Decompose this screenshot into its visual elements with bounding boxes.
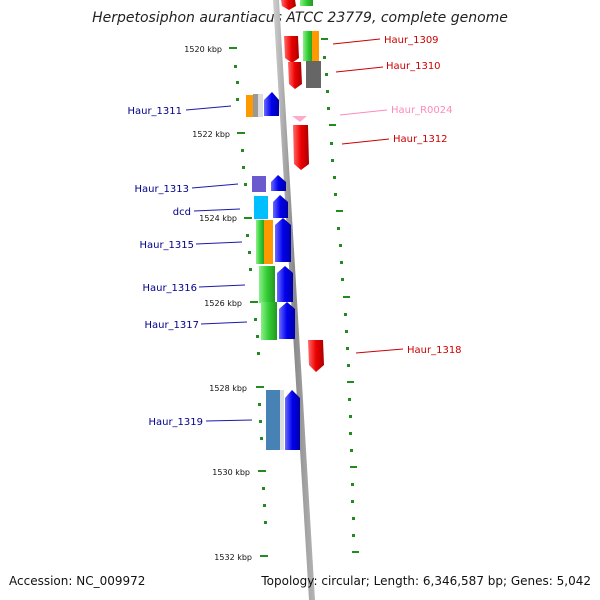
gene-haur-1317-arrow[interactable] — [279, 302, 295, 339]
domain-block-haur-1316-green — [259, 266, 275, 303]
gene-label-haur-1309[interactable]: Haur_1309 — [384, 35, 439, 46]
gene-label-haur-r0024[interactable]: Haur_R0024 — [391, 105, 453, 116]
domain-block-haur-1311-light — [258, 94, 263, 117]
gene-top-stub-red — [281, 0, 296, 10]
gene-label-haur-1312[interactable]: Haur_1312 — [393, 134, 448, 145]
leader-lines-forward — [185, 105, 253, 422]
gene-label-haur-1318[interactable]: Haur_1318 — [407, 345, 462, 356]
gene-label-haur-1315[interactable]: Haur_1315 — [139, 240, 194, 251]
domain-block-haur-1310-gray — [306, 61, 321, 88]
domain-block-haur-1315-green — [256, 220, 265, 264]
domain-block-haur-1315-orange — [264, 220, 273, 264]
gene-haur-1310-arrow[interactable] — [288, 62, 302, 89]
gene-dcd-arrow[interactable] — [273, 195, 288, 218]
domain-block-green-top — [300, 0, 313, 6]
chromosome-backbone — [273, 0, 315, 600]
map-title: Herpetosiphon aurantiacus ATCC 23779, co… — [92, 10, 508, 26]
domain-block-haur-1313-purple — [252, 176, 266, 192]
gene-haur-1315-arrow[interactable] — [275, 218, 291, 262]
domain-block-haur-1319-light — [280, 390, 284, 450]
domain-block-haur-1309-green — [303, 31, 313, 61]
ruler-label-1526: 1526 kbp — [204, 299, 242, 308]
gene-label-dcd[interactable]: dcd — [173, 207, 191, 218]
gene-haur-1311-arrow[interactable] — [264, 92, 279, 116]
leader-line-rna — [339, 109, 388, 116]
ruler-label-1528: 1528 kbp — [209, 384, 247, 393]
topology-info: Topology: circular; Length: 6,346,587 bp… — [261, 574, 591, 588]
gene-haur-1319-arrow[interactable] — [285, 390, 300, 450]
domain-block-haur-1317-green — [261, 302, 277, 340]
gene-label-haur-1316[interactable]: Haur_1316 — [142, 283, 197, 294]
ruler-label-1522: 1522 kbp — [192, 130, 230, 139]
accession-info: Accession: NC_009972 — [9, 574, 146, 588]
ruler-label-1520: 1520 kbp — [184, 45, 222, 54]
domain-block-haur-1309-orange — [312, 31, 319, 61]
gene-label-haur-1319[interactable]: Haur_1319 — [148, 417, 203, 428]
gene-haur-1312-arrow[interactable] — [293, 125, 309, 170]
ruler-ticks — [229, 38, 359, 557]
gene-label-haur-1310[interactable]: Haur_1310 — [386, 61, 441, 72]
ruler-label-1532: 1532 kbp — [214, 553, 252, 562]
ruler-label-1524: 1524 kbp — [199, 214, 237, 223]
domain-block-dcd-cyan — [254, 196, 268, 219]
domain-block-haur-1311-orange — [246, 95, 253, 117]
leader-lines-reverse — [332, 38, 404, 354]
gene-haur-1318-arrow[interactable] — [308, 340, 324, 372]
gene-haur-1313-arrow[interactable] — [271, 175, 286, 191]
gene-haur-1316-arrow[interactable] — [277, 266, 293, 302]
gene-label-haur-1317[interactable]: Haur_1317 — [144, 320, 199, 331]
ruler-label-1530: 1530 kbp — [212, 468, 250, 477]
gene-label-haur-1311[interactable]: Haur_1311 — [127, 106, 182, 117]
gene-label-haur-1313[interactable]: Haur_1313 — [134, 184, 189, 195]
rna-haur-r0024-marker[interactable] — [292, 116, 307, 122]
gene-haur-1309-arrow[interactable] — [284, 36, 299, 63]
domain-block-haur-1311-gray — [253, 94, 258, 117]
domain-block-haur-1319-steelblue — [266, 390, 281, 450]
